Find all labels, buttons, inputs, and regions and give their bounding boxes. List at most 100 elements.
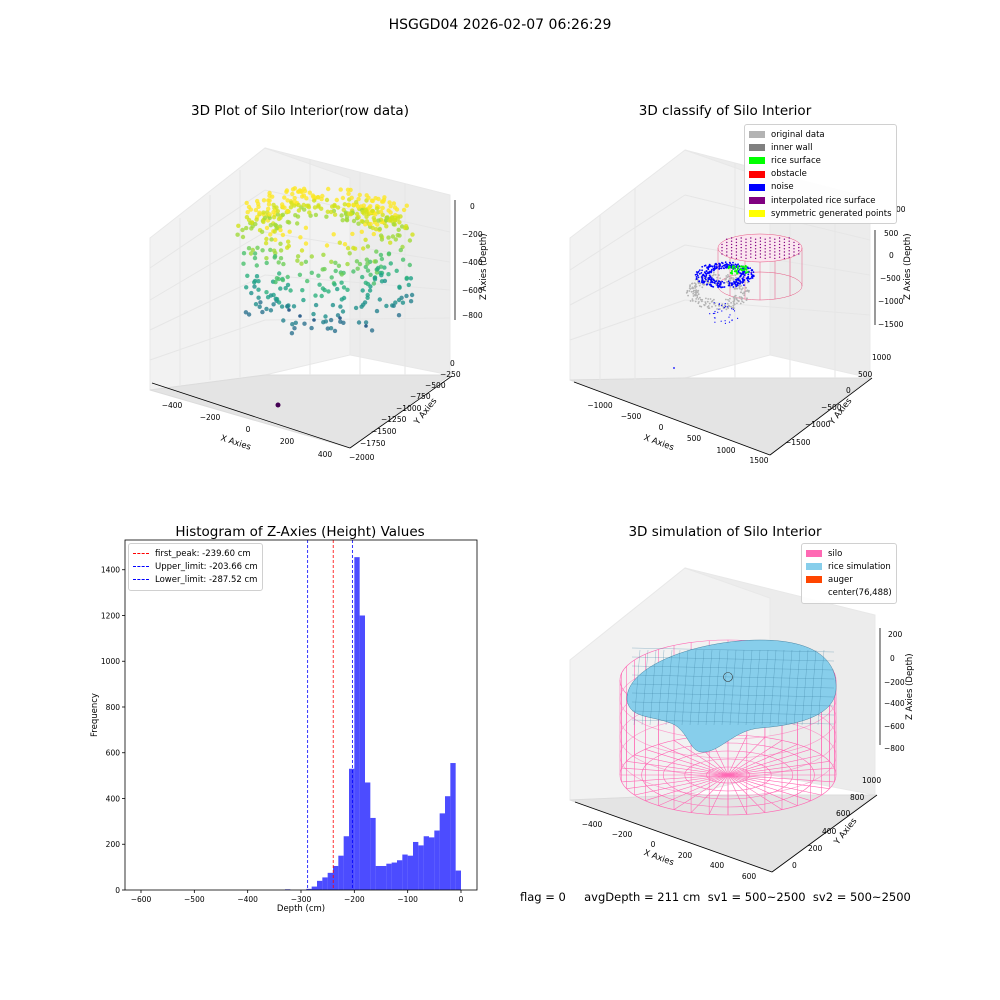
p1-point bbox=[244, 285, 249, 290]
p1-point bbox=[379, 273, 384, 278]
p2-point bbox=[745, 244, 747, 247]
p2-point bbox=[715, 267, 718, 269]
p4-ztick: 200 bbox=[888, 630, 903, 639]
p2-point bbox=[733, 265, 736, 268]
p1-point bbox=[316, 273, 321, 278]
p1-point bbox=[267, 215, 272, 221]
p1-point bbox=[379, 256, 385, 262]
p1-point bbox=[365, 268, 371, 273]
p1-point bbox=[266, 206, 271, 211]
histogram-xtick-label: −400 bbox=[237, 895, 258, 904]
legend-line bbox=[133, 566, 149, 568]
p1-point bbox=[386, 251, 392, 256]
p2-point bbox=[764, 244, 766, 247]
p2-point bbox=[731, 319, 733, 321]
p1-point bbox=[378, 233, 384, 238]
p2-point bbox=[746, 297, 748, 300]
p2-point bbox=[735, 241, 738, 244]
p1-point bbox=[300, 288, 305, 293]
legend-swatch bbox=[749, 131, 765, 139]
p1-point bbox=[264, 306, 269, 312]
p1-point bbox=[347, 251, 352, 256]
p2-point bbox=[731, 272, 734, 275]
p2-point bbox=[701, 276, 703, 279]
p1-point bbox=[329, 259, 334, 264]
p2-point bbox=[737, 279, 740, 281]
p2-point bbox=[736, 284, 739, 286]
p1-point bbox=[289, 331, 295, 336]
p1-ytick: −750 bbox=[410, 392, 431, 401]
p2-point bbox=[724, 305, 727, 307]
panel4-legend: silo rice simulation auger center(76,488… bbox=[801, 543, 897, 604]
p2-point bbox=[731, 308, 733, 310]
p2-point bbox=[783, 248, 786, 250]
histogram-ytick-label: 800 bbox=[106, 703, 121, 712]
p2-point bbox=[736, 268, 739, 271]
p1-point bbox=[397, 233, 402, 238]
legend-swatch bbox=[806, 550, 822, 558]
p4-silo-spoke bbox=[727, 749, 811, 776]
p2-point bbox=[733, 280, 735, 283]
p1-point bbox=[397, 220, 402, 225]
p2-point bbox=[696, 274, 699, 277]
p4-mesh-line bbox=[657, 649, 665, 726]
p4-zlabel: Z Axies (Depth) bbox=[905, 653, 915, 720]
p2-point bbox=[732, 304, 735, 307]
p2-point bbox=[745, 251, 747, 253]
p2-point bbox=[750, 237, 752, 239]
p2-point bbox=[698, 269, 701, 271]
p2-point bbox=[769, 240, 771, 242]
p1-point bbox=[296, 208, 302, 213]
histogram-xtick-label: −200 bbox=[344, 895, 365, 904]
p1-point bbox=[250, 247, 255, 253]
legend-entry-silo: silo bbox=[806, 547, 892, 560]
p4-silo-spoke bbox=[634, 754, 729, 776]
p4-silo-spoke bbox=[727, 744, 798, 776]
p2-point bbox=[736, 299, 739, 302]
p1-point bbox=[301, 186, 307, 191]
p2-point bbox=[769, 250, 771, 252]
p1-point bbox=[275, 212, 281, 217]
p2-point bbox=[742, 276, 745, 278]
p4-silo-spoke bbox=[658, 774, 729, 806]
p1-point bbox=[301, 297, 306, 303]
p2-point bbox=[721, 243, 723, 246]
p1-point bbox=[275, 209, 280, 214]
p4-silo-spoke bbox=[727, 774, 766, 813]
p1-point bbox=[246, 312, 252, 317]
p2-point bbox=[783, 241, 786, 244]
p2-point bbox=[698, 272, 701, 275]
legend-entry-noise: noise bbox=[749, 181, 892, 194]
p1-point bbox=[360, 288, 365, 293]
p2-point bbox=[774, 238, 776, 240]
histogram-bar bbox=[370, 817, 376, 890]
p1-point bbox=[257, 304, 262, 309]
p1-point bbox=[401, 207, 407, 213]
p2-point bbox=[733, 300, 736, 302]
p4-silo-spoke bbox=[645, 749, 729, 776]
p2-point bbox=[721, 310, 723, 312]
p1-point bbox=[384, 303, 389, 309]
p2-point bbox=[732, 286, 735, 288]
p2-point bbox=[692, 295, 695, 297]
p1-point bbox=[293, 320, 298, 325]
p1-ztick: −200 bbox=[462, 230, 483, 239]
p1-point bbox=[286, 220, 292, 225]
p2-point bbox=[750, 272, 753, 274]
p2-point bbox=[714, 280, 717, 283]
p4-mesh-line bbox=[631, 647, 835, 653]
p1-point bbox=[253, 302, 259, 307]
p2-point bbox=[738, 286, 741, 289]
p4-mesh-line bbox=[785, 649, 793, 726]
panel3-legend: first_peak: -239.60 cm Upper_limit: -203… bbox=[128, 543, 263, 591]
p2-point bbox=[745, 290, 747, 293]
p2-point bbox=[774, 248, 776, 250]
p1-point bbox=[260, 248, 265, 253]
p2-point bbox=[735, 251, 738, 253]
p1-point bbox=[254, 274, 260, 279]
p1-point bbox=[299, 248, 305, 253]
p2-point bbox=[764, 238, 766, 240]
p1-point bbox=[335, 313, 341, 318]
p2-point bbox=[735, 278, 737, 281]
